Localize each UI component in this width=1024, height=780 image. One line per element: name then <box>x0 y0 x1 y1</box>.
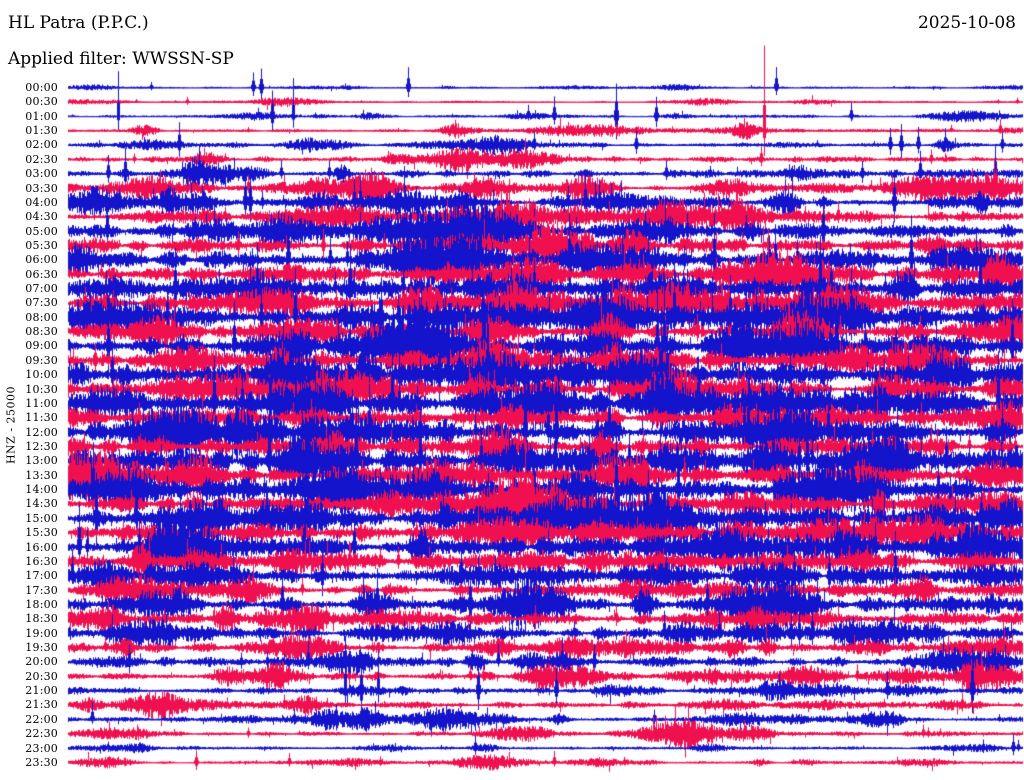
time-label: 11:00 <box>25 396 58 410</box>
time-label: 19:00 <box>25 626 58 640</box>
time-label: 02:30 <box>25 152 58 166</box>
time-label: 16:00 <box>25 540 58 554</box>
time-label: 07:30 <box>25 296 58 310</box>
time-label: 20:00 <box>25 655 58 669</box>
time-label: 02:00 <box>25 138 58 152</box>
time-label: 00:00 <box>25 81 58 94</box>
time-label: 17:00 <box>25 569 58 583</box>
time-label: 07:00 <box>25 282 58 296</box>
time-label: 04:00 <box>25 195 58 209</box>
time-label: 15:30 <box>25 526 58 540</box>
date-label: 2025-10-08 <box>917 13 1016 33</box>
time-label: 17:30 <box>25 583 58 597</box>
time-label: 12:00 <box>25 425 58 439</box>
time-label: 01:00 <box>25 109 58 123</box>
time-label: 13:30 <box>25 468 58 482</box>
time-label: 03:00 <box>25 167 58 181</box>
time-label: 08:30 <box>25 325 58 339</box>
time-label: 11:30 <box>25 411 58 425</box>
time-label: 14:30 <box>25 497 58 511</box>
time-label: 15:00 <box>25 511 58 525</box>
time-label: 18:00 <box>25 597 58 611</box>
time-label: 04:30 <box>25 210 58 224</box>
time-label: 22:30 <box>25 727 58 741</box>
time-label: 22:00 <box>25 712 58 726</box>
time-label: 05:00 <box>25 224 58 238</box>
time-label: 06:30 <box>25 267 58 281</box>
time-label: 21:30 <box>25 698 58 712</box>
time-label: 06:00 <box>25 253 58 267</box>
station-title: HL Patra (P.P.C.) <box>8 13 149 33</box>
time-label: 18:30 <box>25 612 58 626</box>
time-label: 00:30 <box>25 95 58 109</box>
time-label: 20:30 <box>25 669 58 683</box>
time-label: 10:00 <box>25 368 58 382</box>
time-label: 08:00 <box>25 310 58 324</box>
time-label: 23:00 <box>25 741 58 755</box>
time-label: 19:30 <box>25 641 58 655</box>
time-label: 03:30 <box>25 181 58 195</box>
time-label: 09:00 <box>25 339 58 353</box>
time-label: 21:00 <box>25 684 58 698</box>
time-label: 23:30 <box>25 755 58 769</box>
time-label: 14:00 <box>25 483 58 497</box>
time-label: 16:30 <box>25 554 58 568</box>
applied-filter-label: Applied filter: WWSSN-SP <box>8 49 234 69</box>
time-label: 01:30 <box>25 124 58 138</box>
time-label: 10:30 <box>25 382 58 396</box>
time-label: 09:30 <box>25 353 58 367</box>
time-label: 13:00 <box>25 454 58 468</box>
time-label: 05:30 <box>25 238 58 252</box>
time-label: 12:30 <box>25 440 58 453</box>
